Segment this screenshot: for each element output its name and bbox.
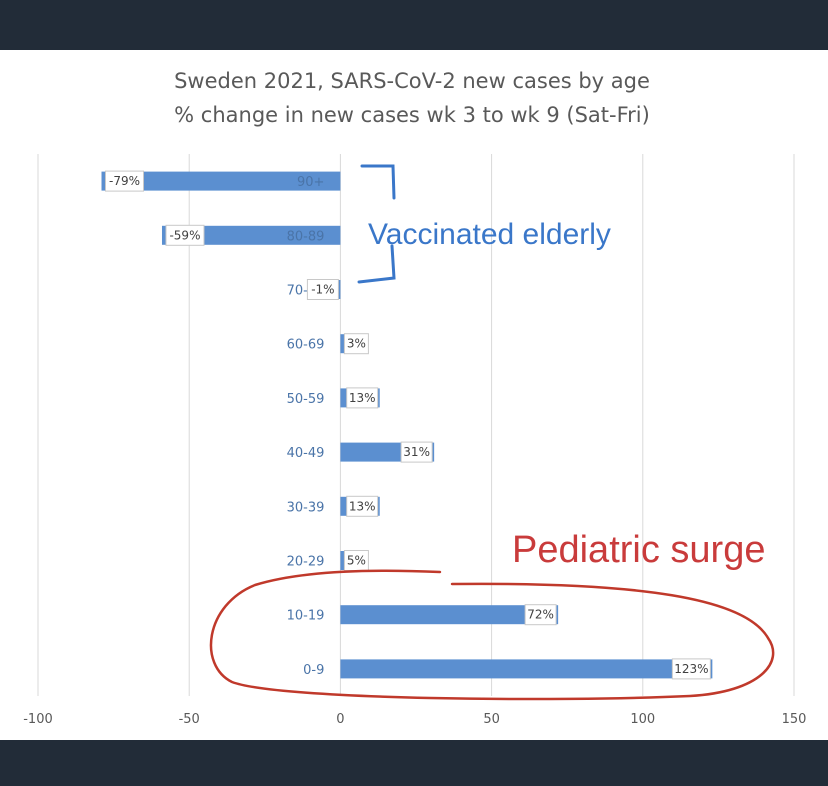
data-label-box — [105, 170, 145, 192]
chart-title: Sweden 2021, SARS-CoV-2 new cases by age — [174, 69, 650, 93]
x-tick-label: 150 — [782, 712, 807, 727]
pediatric-surge-annotation: Pediatric surge — [512, 529, 765, 571]
pediatric-circle — [209, 569, 775, 701]
bar — [340, 605, 559, 625]
category-labels: 90+80-8970-7960-6950-5940-4930-3920-2910… — [287, 175, 325, 678]
category-label: 20-29 — [287, 555, 325, 570]
data-labels: -79% -59% -1% 3% 13% 31% 13% 5% 72% 123% — [105, 170, 711, 680]
x-axis-ticks: -100 -50 0 50 100 150 — [23, 712, 806, 727]
data-label-box — [306, 279, 339, 300]
category-label: 30-39 — [287, 500, 325, 515]
category-label: 90+ — [297, 175, 324, 190]
category-label: 40-49 — [287, 446, 325, 461]
data-label: 72% — [527, 608, 554, 622]
category-label: 80-89 — [287, 229, 325, 244]
x-tick-label: 50 — [483, 712, 500, 727]
data-label: -1% — [311, 283, 334, 297]
x-tick-label: -50 — [179, 712, 200, 727]
data-label-box — [671, 658, 711, 680]
data-label: 5% — [347, 554, 366, 568]
category-label: 60-69 — [287, 338, 325, 353]
data-label: 13% — [349, 391, 376, 405]
data-label: 123% — [674, 662, 708, 676]
vaccinated-elderly-annotation: Vaccinated elderly — [368, 218, 611, 251]
data-label: -59% — [169, 228, 200, 242]
x-tick-label: 100 — [630, 712, 655, 727]
x-tick-label: 0 — [336, 712, 344, 727]
data-label: 3% — [347, 337, 366, 351]
data-label-box — [165, 224, 205, 246]
bar — [340, 659, 713, 679]
chart-frame: Sweden 2021, SARS-CoV-2 new cases by age… — [0, 50, 828, 740]
data-label-box — [400, 441, 433, 463]
category-label: 10-19 — [287, 609, 325, 624]
data-label-box — [343, 333, 369, 355]
category-label: 0-9 — [303, 663, 324, 678]
chart-subtitle: % change in new cases wk 3 to wk 9 (Sat-… — [174, 103, 650, 127]
data-label-box — [346, 495, 379, 517]
bar — [161, 225, 341, 245]
data-label-box — [346, 387, 379, 409]
data-label: -79% — [109, 174, 140, 188]
vaccinated-bracket — [357, 164, 396, 284]
data-label: 13% — [349, 499, 376, 513]
category-label: 50-59 — [287, 392, 325, 407]
data-label: 31% — [403, 445, 430, 459]
bar — [101, 171, 341, 191]
data-label-box — [524, 604, 557, 626]
bar-chart: Sweden 2021, SARS-CoV-2 new cases by age… — [23, 69, 806, 727]
x-tick-label: -100 — [23, 712, 53, 727]
